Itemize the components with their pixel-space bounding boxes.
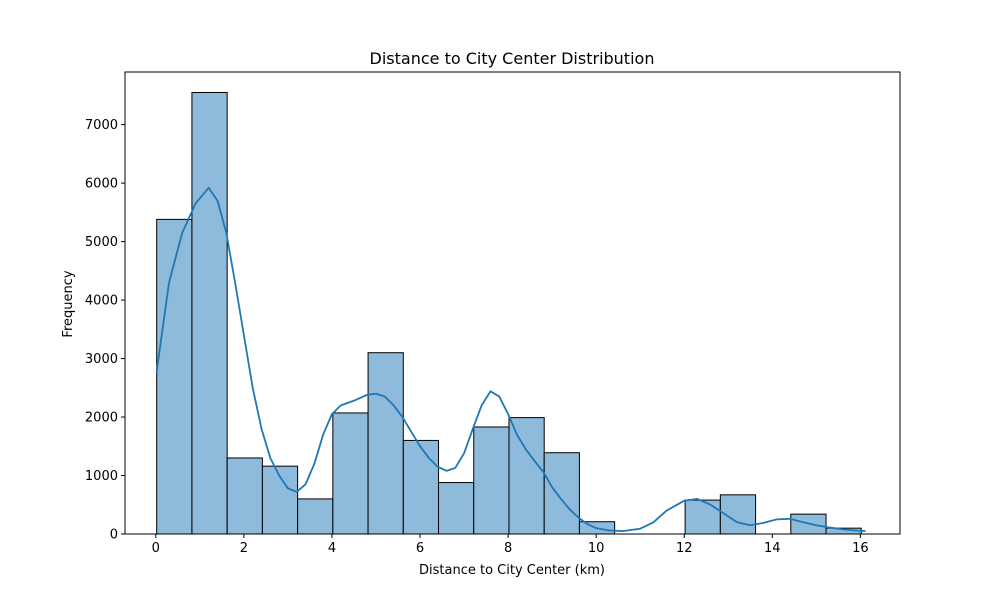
x-tick-label: 8 xyxy=(504,541,512,556)
histogram-bar xyxy=(297,498,334,535)
histogram-bar xyxy=(156,218,193,535)
histogram-bar xyxy=(367,352,404,535)
kde-line xyxy=(155,186,866,532)
x-tick-label: 16 xyxy=(852,541,869,556)
y-tick-label: 0 xyxy=(110,528,118,543)
x-tick-label: 12 xyxy=(676,541,693,556)
y-axis-label: Frequency xyxy=(61,270,76,337)
y-tick-label: 7000 xyxy=(85,118,118,133)
histogram-bar xyxy=(226,457,263,535)
y-tick-label: 2000 xyxy=(85,411,118,426)
x-tick-label: 10 xyxy=(588,541,605,556)
histogram-bar xyxy=(402,439,440,535)
x-axis-label: Distance to City Center (km) xyxy=(419,563,605,578)
axes: 0 2 4 6 8 10 12 14 16 0 1000 2000 3000 4000 5000 6000 70… xyxy=(85,71,901,556)
x-tick-label: 4 xyxy=(328,541,336,556)
y-tick-label: 3000 xyxy=(85,352,118,367)
y-tick-label: 4000 xyxy=(85,294,118,309)
histogram-bar xyxy=(684,499,721,535)
histogram-bar xyxy=(473,426,510,535)
x-tick-label: 14 xyxy=(764,541,781,556)
x-tick-label: 0 xyxy=(152,541,160,556)
histogram-bar xyxy=(543,452,580,535)
y-tick-label: 1000 xyxy=(85,469,118,484)
histogram-bar xyxy=(191,91,228,535)
y-tick-label: 5000 xyxy=(85,235,118,250)
x-tick-label: 6 xyxy=(416,541,424,556)
y-tick-label: 6000 xyxy=(85,177,118,192)
axes-frame xyxy=(124,71,901,535)
histogram-bar xyxy=(438,482,475,535)
chart-title: Distance to City Center Distribution xyxy=(370,49,655,68)
histogram-bar xyxy=(332,412,369,535)
histogram-bar xyxy=(508,417,545,535)
plot-area xyxy=(155,91,866,535)
x-tick-label: 2 xyxy=(240,541,248,556)
